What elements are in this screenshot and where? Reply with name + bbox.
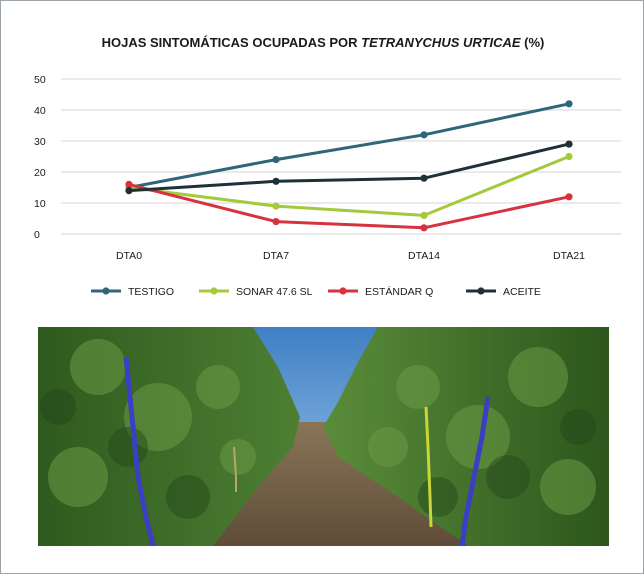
series-line <box>128 182 570 230</box>
data-point <box>272 218 280 226</box>
data-point <box>272 177 280 185</box>
y-tick-label: 20 <box>34 167 46 179</box>
y-axis: 0 10 20 30 40 50 <box>34 74 46 241</box>
legend-item: ACEITE <box>466 286 541 298</box>
data-point <box>565 193 573 201</box>
data-point <box>272 156 280 164</box>
x-axis: DTA0 DTA7 DTA14 DTA21 <box>116 250 585 262</box>
chart-title-unit: (%) <box>521 35 545 50</box>
data-point <box>420 174 428 182</box>
legend-marker <box>102 287 110 295</box>
yellow-ribbon <box>424 406 433 528</box>
x-tick-label: DTA7 <box>263 250 289 262</box>
legend-item: SONAR 47.6 SL <box>199 286 313 298</box>
series <box>125 100 573 232</box>
chart-title-species: TETRANYCHUS URTICAE <box>361 35 521 50</box>
legend-label: TESTIGO <box>128 286 174 298</box>
y-tick-label: 10 <box>34 198 46 210</box>
legend-marker <box>477 287 485 295</box>
data-point <box>420 211 428 219</box>
stake <box>233 446 237 492</box>
series-line <box>128 142 570 193</box>
chart-title: HOJAS SINTOMÁTICAS OCUPADAS POR TETRANYC… <box>102 35 545 50</box>
legend-item: ESTÁNDAR Q <box>328 285 433 298</box>
left-ribbon <box>123 356 156 546</box>
series-est-ndar-q <box>125 180 573 232</box>
data-point <box>565 152 573 161</box>
data-point <box>420 131 428 139</box>
x-tick-label: DTA14 <box>408 250 440 262</box>
legend-marker <box>210 287 218 295</box>
data-point <box>565 100 573 108</box>
series-testigo <box>125 100 573 192</box>
legend-item: TESTIGO <box>91 286 174 298</box>
chart-title-main: HOJAS SINTOMÁTICAS OCUPADAS POR <box>102 35 362 50</box>
y-tick-label: 30 <box>34 136 46 148</box>
legend-label: ACEITE <box>503 286 541 298</box>
legend: TESTIGO SONAR 47.6 SL ESTÁNDAR Q ACEITE <box>91 285 541 298</box>
data-point <box>565 140 573 148</box>
orchard-photo <box>38 327 609 546</box>
y-tick-label: 50 <box>34 74 46 86</box>
x-tick-label: DTA21 <box>553 250 585 262</box>
line-chart: HOJAS SINTOMÁTICAS OCUPADAS POR TETRANYC… <box>34 35 621 298</box>
legend-label: ESTÁNDAR Q <box>365 285 433 298</box>
x-tick-label: DTA0 <box>116 250 142 262</box>
series-line <box>128 102 570 189</box>
right-ribbon <box>459 396 491 546</box>
data-point <box>125 187 133 195</box>
data-point <box>125 180 133 188</box>
legend-label: SONAR 47.6 SL <box>236 286 313 298</box>
y-tick-label: 0 <box>34 229 40 241</box>
legend-marker <box>339 287 347 295</box>
grid <box>61 78 621 235</box>
data-point <box>420 224 428 232</box>
series-aceite <box>125 140 573 195</box>
y-tick-label: 40 <box>34 105 46 117</box>
series-line <box>128 155 570 217</box>
data-point <box>272 202 280 210</box>
